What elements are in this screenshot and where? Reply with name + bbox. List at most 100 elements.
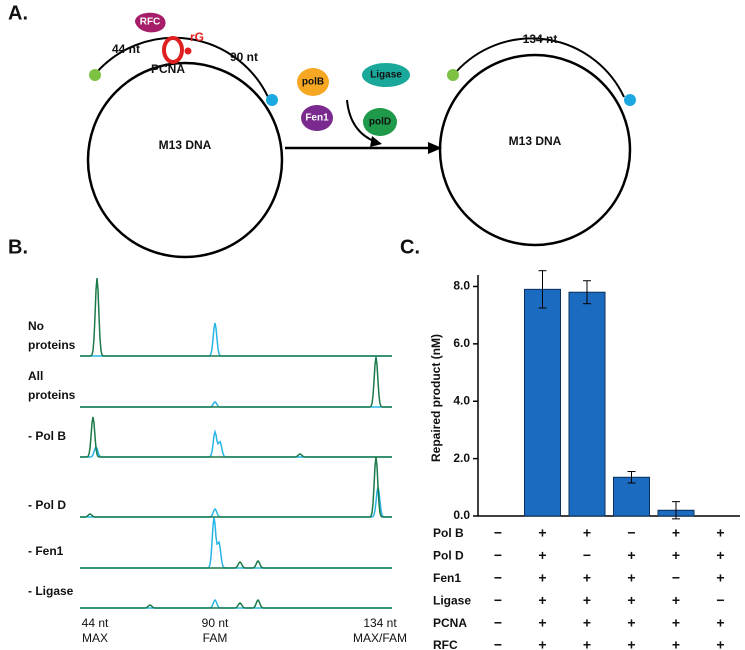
condition-sign: + [672,592,680,608]
condition-sign: + [672,637,680,650]
y-tick-label: 2.0 [453,451,470,465]
condition-sign: − [494,592,502,608]
condition-sign: + [583,614,591,630]
condition-sign: − [494,547,502,563]
trace [80,456,392,518]
condition-sign: + [716,570,724,586]
condition-sign: − [494,570,502,586]
lane-label: All [28,369,43,383]
marker-label: 90 nt [202,616,229,630]
trace [80,559,392,569]
length-label: 134 nt [523,32,558,46]
lane-label: proteins [28,388,76,402]
condition-sign: − [494,614,502,630]
condition-sign: + [538,592,546,608]
condition-sign: − [494,525,502,541]
bar [524,288,561,517]
trace [80,517,392,569]
strand [455,37,625,98]
panel-label: A. [8,2,28,24]
y-tick-label: 6.0 [453,336,470,350]
panel-label: C. [400,236,420,258]
marker-label: MAX [82,631,108,645]
enzyme-label: polB [302,77,324,88]
enzyme-label: polD [369,117,391,128]
rg-label: rG [190,30,204,44]
condition-sign: + [716,525,724,541]
condition-sign: + [583,637,591,650]
lane-label: No [28,319,44,333]
y-tick-label: 0.0 [453,508,470,522]
enzyme [363,108,397,136]
length-label: 90 nt [230,50,258,64]
condition-sign: + [716,547,724,563]
trace [80,598,392,609]
trace [80,322,392,357]
condition-sign: + [716,614,724,630]
condition-sign: − [494,637,502,650]
condition-label: Ligase [433,593,471,607]
enzyme [301,105,333,131]
pcna-label: PCNA [151,62,185,76]
rg [184,47,192,55]
enzyme [297,68,329,96]
condition-sign: + [583,525,591,541]
dna-circle [438,53,632,247]
condition-label: Fen1 [433,571,461,585]
length-label: 44 nt [112,42,140,56]
marker-label: 44 nt [82,616,109,630]
lane-label: - Pol B [28,429,66,443]
condition-label: RFC [433,638,458,650]
y-tick-label: 8.0 [453,279,470,293]
condition-sign: + [627,570,635,586]
condition-label: Pol B [433,526,464,540]
condition-sign: + [627,592,635,608]
trace [80,277,392,357]
condition-sign: + [716,637,724,650]
trace [80,486,392,518]
bar [568,291,606,517]
marker-label: FAM [203,631,228,645]
dna-label: M13 DNA [509,134,562,148]
condition-sign: + [538,637,546,650]
dye [624,94,636,106]
arrow-head [428,142,442,154]
condition-sign: + [627,637,635,650]
y-axis-title: Repaired product (nM) [429,334,443,462]
rfc [135,12,166,33]
condition-sign: − [716,592,724,608]
condition-sign: + [538,614,546,630]
dna-label: M13 DNA [159,138,212,152]
condition-sign: + [538,525,546,541]
trace [80,429,392,458]
dye [447,69,459,81]
enzyme-label: Fen1 [305,113,329,124]
condition-sign: − [583,547,591,563]
dye [266,94,278,106]
trace [80,356,392,408]
lane-label: - Pol D [28,498,66,512]
marker-label: MAX/FAM [353,631,407,645]
bar-chart: 0.0 2.0 4.0 6.0 8.0 Pol B − + + − + + Pol D − + − + + + Fen… [433,270,740,650]
strand [96,36,269,98]
condition-label: Pol D [433,549,464,563]
condition-sign: + [672,525,680,541]
condition-label: PCNA [433,616,467,630]
traces: No proteins All proteins - Pol B - Pol D - Fen… [28,277,407,645]
lane-label: - Fen1 [28,544,64,558]
condition-sign: + [538,570,546,586]
lane-label: - Ligase [28,584,74,598]
condition-sign: + [627,547,635,563]
bar [613,476,650,517]
marker-label: 134 nt [363,616,397,630]
condition-sign: − [627,525,635,541]
condition-sign: + [583,570,591,586]
enzyme-label: Ligase [370,70,402,81]
condition-sign: − [672,570,680,586]
condition-sign: + [672,614,680,630]
lane-label: proteins [28,338,76,352]
trace [80,416,392,458]
condition-sign: + [672,547,680,563]
condition-sign: + [583,592,591,608]
